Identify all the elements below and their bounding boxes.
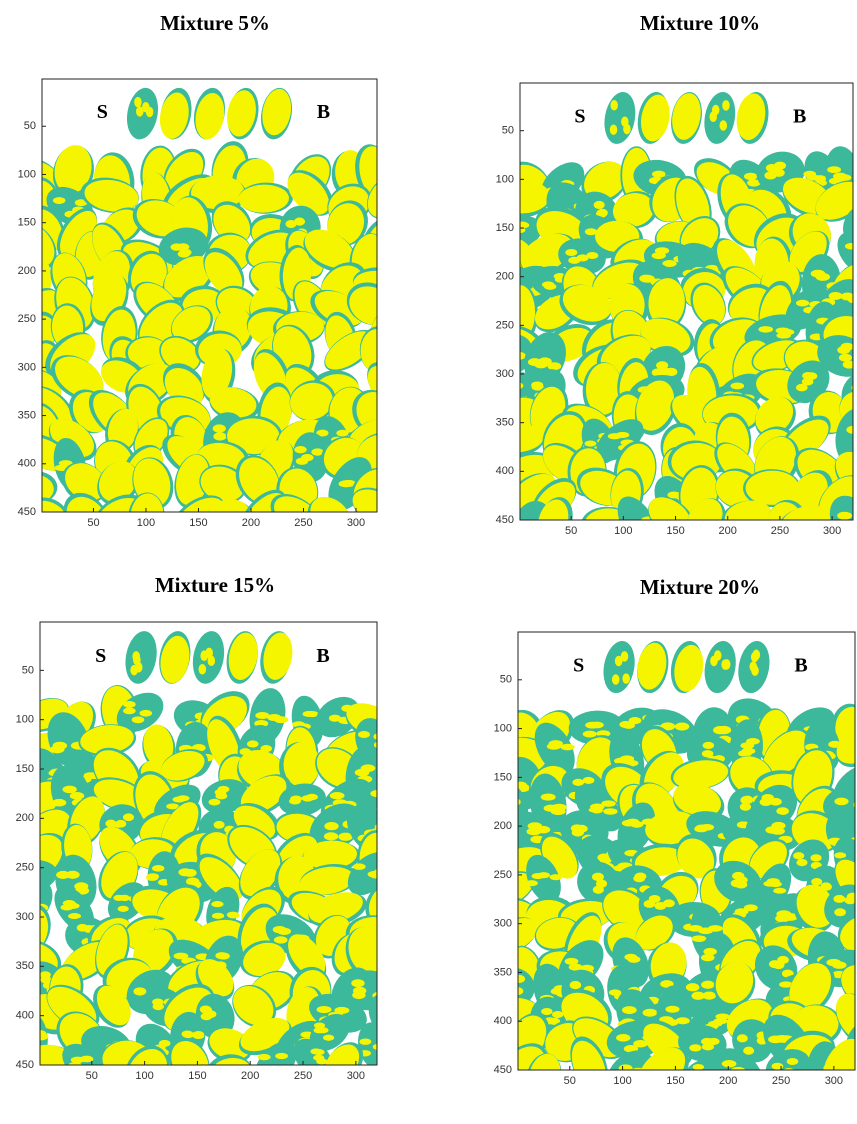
- y-tick-label: 50: [24, 120, 36, 132]
- y-tick-label: 250: [16, 862, 34, 874]
- x-tick-label: 100: [135, 1070, 153, 1082]
- image: [477, 90, 857, 559]
- x-tick-label: 250: [294, 517, 312, 529]
- annotation: S: [573, 655, 584, 677]
- x-tick-label: 50: [565, 525, 577, 537]
- x-tick-label: 300: [347, 1070, 365, 1082]
- y-tick-label: 100: [494, 722, 512, 734]
- y-tick-label: 250: [18, 313, 36, 325]
- y-tick-label: 400: [496, 465, 514, 477]
- y-tick-label: 450: [496, 514, 514, 526]
- y-tick-label: 400: [494, 1015, 512, 1027]
- x-tick-label: 200: [241, 1070, 259, 1082]
- y-tick-label: 150: [494, 771, 512, 783]
- y-tick-label: 50: [500, 674, 512, 686]
- y-tick-label: 150: [18, 217, 36, 229]
- x-tick-label: 150: [666, 1075, 684, 1087]
- panel-title: Mixture 20%: [640, 575, 760, 599]
- y-tick-label: 450: [18, 506, 36, 518]
- y-tick-label: 150: [16, 763, 34, 775]
- y-tick-label: 200: [16, 812, 34, 824]
- y-tick-label: 300: [494, 918, 512, 930]
- y-tick-label: 50: [22, 664, 34, 676]
- panel-title: Mixture 5%: [160, 11, 270, 35]
- annotation: S: [574, 106, 585, 128]
- y-tick-label: 350: [496, 417, 514, 429]
- annotation: S: [95, 645, 106, 667]
- panel-title: Mixture 10%: [640, 11, 760, 35]
- image: [3, 85, 418, 550]
- x-tick-label: 200: [719, 1075, 737, 1087]
- x-tick-label: 200: [242, 517, 260, 529]
- y-tick-label: 200: [494, 820, 512, 832]
- y-tick-label: 350: [18, 409, 36, 421]
- x-tick-label: 150: [188, 1070, 206, 1082]
- annotation: B: [794, 655, 807, 677]
- x-tick-label: 150: [666, 525, 684, 537]
- panel-title: Mixture 15%: [155, 573, 275, 597]
- x-tick-label: 100: [613, 1075, 631, 1087]
- y-tick-label: 100: [16, 714, 34, 726]
- y-tick-label: 150: [496, 222, 514, 234]
- x-tick-label: 300: [823, 525, 841, 537]
- y-tick-label: 450: [494, 1064, 512, 1076]
- y-tick-label: 100: [496, 173, 514, 185]
- panel: Mixture 20% S B 50 100 150 200 250 300 350 400 450 5…: [474, 575, 857, 1109]
- x-tick-label: 150: [189, 517, 207, 529]
- y-tick-label: 250: [494, 869, 512, 881]
- panel: Mixture 10% S B 50 100 150 200 250 300 350 400 450 5…: [477, 11, 857, 559]
- annotation: B: [793, 106, 806, 128]
- annotation: B: [316, 645, 329, 667]
- x-tick-label: 250: [771, 525, 789, 537]
- y-tick-label: 400: [16, 1010, 34, 1022]
- annotation: B: [317, 101, 330, 123]
- y-tick-label: 350: [16, 960, 34, 972]
- x-tick-label: 250: [294, 1070, 312, 1082]
- y-tick-label: 300: [18, 361, 36, 373]
- x-tick-label: 200: [719, 525, 737, 537]
- x-tick-label: 50: [87, 517, 99, 529]
- y-tick-label: 450: [16, 1059, 34, 1071]
- x-tick-label: 100: [614, 525, 632, 537]
- y-tick-label: 200: [18, 265, 36, 277]
- y-tick-label: 300: [496, 368, 514, 380]
- x-tick-label: 100: [137, 517, 155, 529]
- panel: Mixture 15% S B 50 100 150 200 250 300 350 400 450 5…: [0, 573, 420, 1103]
- panel: Mixture 5% S B 50 100 150 200 250 300 350 400 450 50…: [3, 11, 418, 551]
- image: [0, 629, 420, 1103]
- figure: Mixture 5% S B 50 100 150 200 250 300 350 400 450 50…: [0, 0, 857, 1124]
- x-tick-label: 50: [86, 1070, 98, 1082]
- y-tick-label: 100: [18, 168, 36, 180]
- y-tick-label: 200: [496, 271, 514, 283]
- x-tick-label: 300: [825, 1075, 843, 1087]
- x-tick-label: 250: [772, 1075, 790, 1087]
- y-tick-label: 400: [18, 458, 36, 470]
- y-tick-label: 50: [502, 125, 514, 137]
- y-tick-label: 250: [496, 319, 514, 331]
- annotation: S: [97, 101, 108, 123]
- x-tick-label: 300: [347, 517, 365, 529]
- y-tick-label: 300: [16, 911, 34, 923]
- x-tick-label: 50: [564, 1075, 576, 1087]
- image: [474, 639, 857, 1110]
- y-tick-label: 350: [494, 966, 512, 978]
